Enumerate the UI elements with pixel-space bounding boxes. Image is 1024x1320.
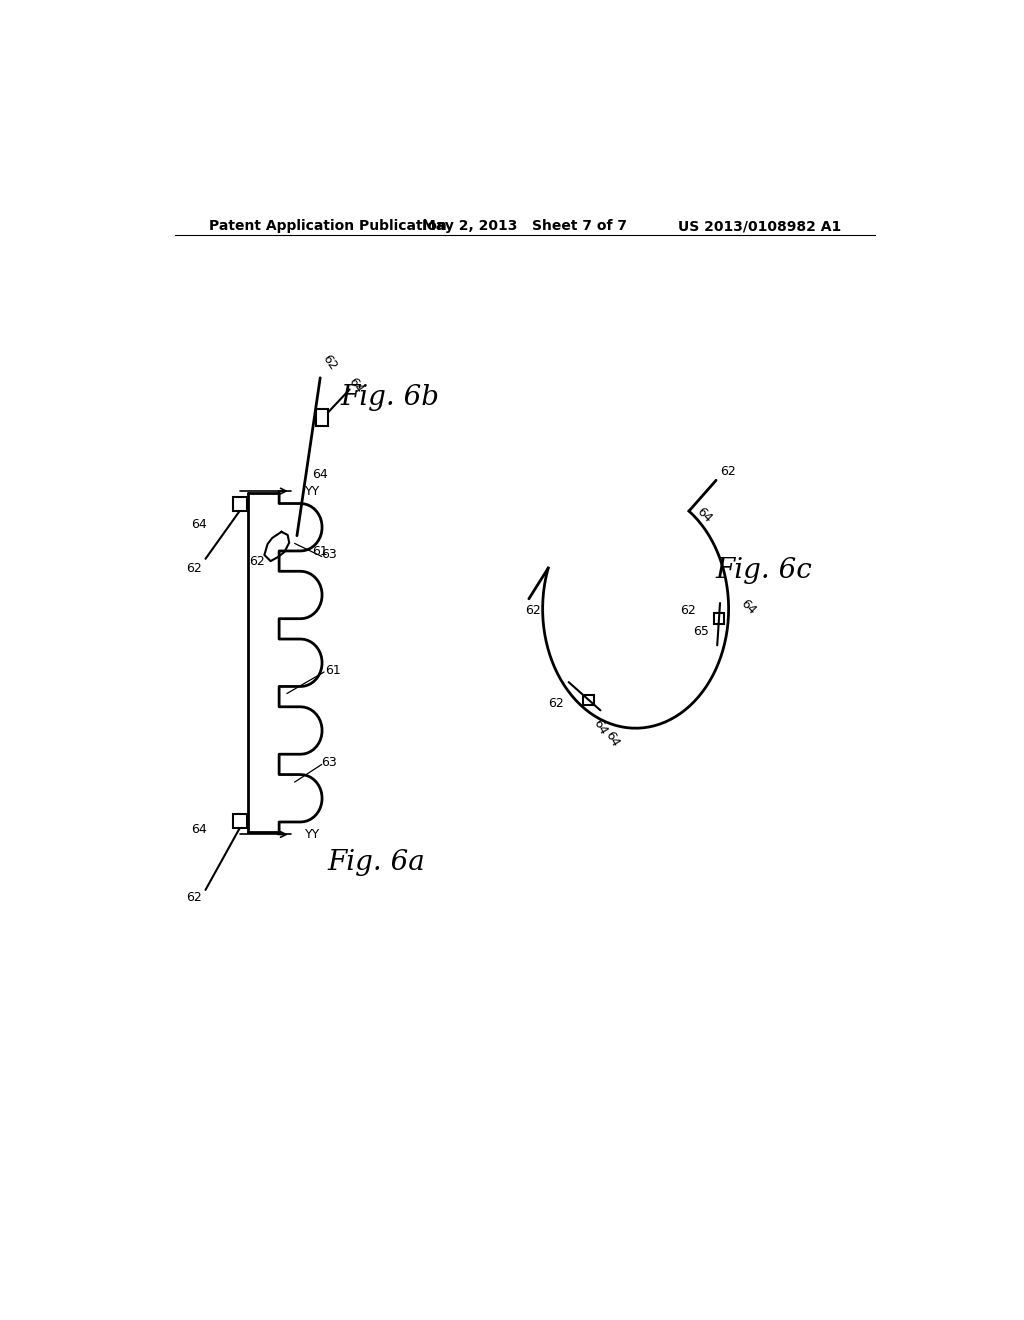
Text: 62: 62 [525,603,541,616]
Text: 64: 64 [738,597,759,616]
Text: 61: 61 [326,664,341,677]
Text: Fig. 6a: Fig. 6a [327,850,425,876]
Text: Fig. 6c: Fig. 6c [715,557,812,583]
Text: YY: YY [305,484,319,498]
Text: 64: 64 [602,729,622,748]
Bar [714,612,724,624]
Text: 62: 62 [186,891,202,904]
Text: 62: 62 [249,554,264,568]
Text: 64: 64 [312,467,328,480]
Text: 62: 62 [186,561,202,574]
Text: 63: 63 [322,756,337,770]
Text: 62: 62 [720,465,735,478]
Bar [315,409,328,425]
Text: 61: 61 [312,545,328,557]
Text: Patent Application Publication: Patent Application Publication [209,219,447,234]
Text: 64: 64 [591,717,610,737]
Text: 63: 63 [322,548,337,561]
Text: May 2, 2013   Sheet 7 of 7: May 2, 2013 Sheet 7 of 7 [422,219,628,234]
Text: US 2013/0108982 A1: US 2013/0108982 A1 [678,219,841,234]
Text: 64: 64 [694,504,715,525]
Bar [232,498,247,511]
Text: 64: 64 [191,517,207,531]
Text: YY: YY [305,828,319,841]
Text: 65: 65 [693,626,710,639]
Text: 62: 62 [680,605,696,618]
Text: 62: 62 [549,697,564,710]
Bar [584,694,594,705]
Text: 62: 62 [319,352,339,372]
Text: 64: 64 [345,375,365,396]
Text: 64: 64 [191,824,207,837]
Bar [232,814,247,829]
Text: Fig. 6b: Fig. 6b [340,384,439,411]
